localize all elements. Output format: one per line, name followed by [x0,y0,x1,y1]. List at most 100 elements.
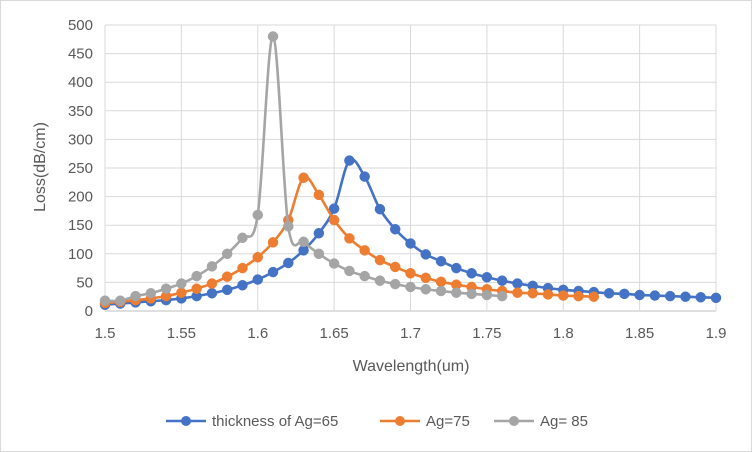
data-point [405,281,416,293]
data-point [466,288,477,300]
data-point [359,245,370,256]
y-tick-label: 450 [68,46,93,63]
data-point [603,288,615,299]
y-tick-label: 100 [68,246,93,263]
y-tick-labels: 0 50 100 150 200 250 300 350 400 450 500 [68,17,93,320]
x-tick-label: 1.75 [472,325,501,342]
data-point [252,251,263,263]
data-point [237,262,248,274]
data-point [481,272,493,283]
data-point [573,290,584,302]
data-point [542,289,554,300]
data-point [435,255,447,267]
data-point [283,257,294,269]
data-point [283,221,294,232]
data-point [619,288,630,300]
data-point [634,289,645,301]
data-point [191,283,202,294]
data-point [328,203,340,214]
data-point [206,278,218,289]
data-point [389,278,401,290]
data-point [558,290,569,301]
data-point [374,254,386,266]
series-3 [99,31,508,306]
data-point [451,287,462,298]
legend: thickness of Ag=65 Ag=75 Ag= 85 [166,413,588,430]
data-point [344,155,355,166]
x-tick-label: 1.5 [95,325,116,342]
y-tick-label: 150 [68,217,93,234]
data-point [359,171,370,182]
legend-swatch-marker [509,416,519,426]
data-point [710,292,722,304]
data-point [267,266,279,278]
data-point [680,291,691,302]
data-point [237,232,248,244]
data-point [512,278,523,289]
data-point [176,278,187,289]
data-point [313,227,325,239]
x-tick-label: 1.85 [625,325,654,342]
series-layer [99,31,722,310]
data-point [405,238,416,249]
data-point [512,287,523,298]
y-tick-label: 350 [68,103,93,120]
legend-label: Ag=75 [426,413,470,430]
data-point [237,280,248,291]
data-point [221,248,233,260]
data-point [191,270,202,282]
data-point [527,288,538,299]
data-point [313,248,325,260]
data-point [420,284,432,295]
data-point [298,236,309,248]
x-tick-label: 1.8 [553,325,574,342]
data-point [466,267,477,279]
y-tick-label: 300 [68,131,93,148]
x-tick-label: 1.7 [400,325,421,342]
y-axis-title: Loss(dB/cm) [32,122,49,212]
data-point [252,209,263,221]
x-axis-title: Wavelength(um) [353,358,470,375]
data-point [344,233,355,244]
data-point [267,237,279,248]
data-point [221,284,233,296]
data-point [649,290,661,301]
legend-label: thickness of Ag=65 [212,413,338,430]
data-point [405,267,416,279]
data-point [176,287,187,298]
data-point [359,270,370,282]
data-point [344,265,355,277]
data-point [130,290,141,302]
x-tick-label: 1.6 [247,325,268,342]
legend-item: Ag= 85 [494,413,588,430]
y-tick-label: 250 [68,160,93,177]
data-point [496,275,508,286]
data-point [435,285,447,297]
data-point [420,249,432,260]
data-point [298,172,309,183]
data-point [496,290,508,302]
legend-label: Ag= 85 [540,413,588,430]
data-point [115,295,126,306]
series-2 [99,172,600,309]
data-point [145,288,157,299]
x-tick-label: 1.9 [706,325,727,342]
x-tick-labels: 1.5 1.55 1.6 1.65 1.7 1.75 1.8 1.85 1.9 [95,325,727,342]
legend-item: Ag=75 [380,413,470,430]
data-point [99,295,111,306]
grid [104,24,717,312]
series-line [104,35,503,303]
data-point [420,272,432,284]
legend-swatch-marker [395,416,405,426]
x-tick-label: 1.65 [320,325,349,342]
legend-item: thickness of Ag=65 [166,413,338,430]
data-point [435,276,447,288]
data-point [206,261,218,272]
x-tick-label: 1.55 [167,325,196,342]
data-point [313,189,325,201]
data-point [206,288,218,299]
y-tick-label: 400 [68,74,93,91]
data-point [328,258,340,269]
